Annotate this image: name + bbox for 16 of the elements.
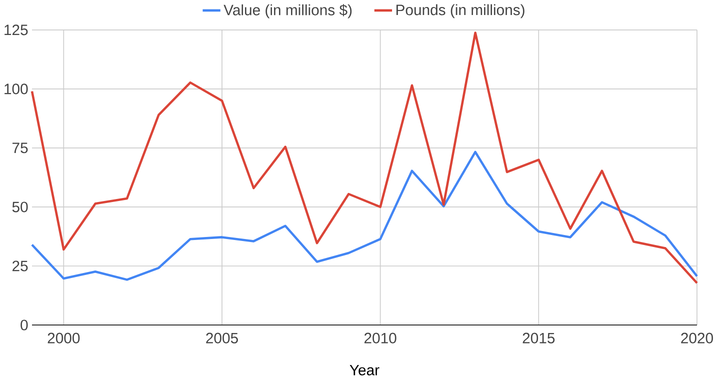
y-tick-label: 25 — [12, 260, 28, 272]
y-tick-label: 50 — [12, 202, 28, 212]
y-tick-label: 75 — [12, 142, 28, 154]
y-tick-label: 0 — [20, 320, 28, 330]
x-tick-label: 2015 — [522, 332, 555, 344]
line-series — [30, 150, 698, 281]
y-tick-label: 100 — [4, 84, 28, 94]
x-tick-label: 2005 — [206, 332, 238, 344]
legend-label: Value (in millions $) — [224, 4, 352, 18]
y-tick-label: 125 — [4, 24, 28, 36]
legend-label: Pounds (in millions) — [396, 4, 524, 18]
x-tick-label: 2000 — [48, 332, 80, 344]
x-axis-title: Year — [350, 365, 380, 376]
x-tick-label: 2010 — [364, 332, 396, 344]
line-series — [30, 32, 698, 284]
x-tick-label: 2020 — [681, 332, 713, 344]
